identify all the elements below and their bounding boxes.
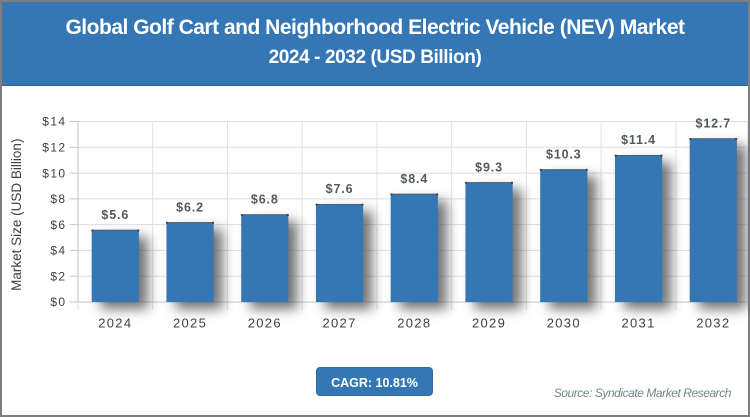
svg-text:$0: $0: [50, 295, 66, 309]
svg-text:2029: 2029: [472, 316, 506, 331]
svg-text:2031: 2031: [621, 316, 655, 331]
svg-text:$6.8: $6.8: [251, 193, 279, 207]
svg-text:$10: $10: [42, 166, 66, 180]
svg-text:2030: 2030: [547, 316, 581, 331]
svg-text:2028: 2028: [397, 316, 431, 331]
svg-text:$6.2: $6.2: [176, 200, 204, 214]
svg-text:2032: 2032: [696, 316, 730, 331]
svg-text:$4: $4: [50, 244, 66, 258]
svg-text:$10.3: $10.3: [546, 147, 582, 161]
svg-text:$6: $6: [50, 218, 66, 232]
svg-text:2026: 2026: [248, 316, 282, 331]
svg-text:Market Size (USD Billion): Market Size (USD Billion): [9, 139, 24, 291]
svg-text:$11.4: $11.4: [621, 133, 656, 147]
svg-text:$7.6: $7.6: [326, 182, 354, 196]
svg-text:2025: 2025: [173, 316, 207, 331]
svg-text:2027: 2027: [322, 316, 356, 331]
svg-text:$9.3: $9.3: [475, 160, 503, 174]
svg-text:$8.4: $8.4: [400, 172, 428, 186]
svg-text:2024: 2024: [98, 316, 132, 331]
svg-text:$12: $12: [42, 141, 66, 155]
svg-text:$14: $14: [42, 115, 66, 129]
svg-text:$8: $8: [50, 192, 66, 206]
svg-text:$5.6: $5.6: [101, 208, 129, 222]
svg-text:$12.7: $12.7: [696, 117, 732, 131]
svg-text:$2: $2: [50, 269, 66, 283]
